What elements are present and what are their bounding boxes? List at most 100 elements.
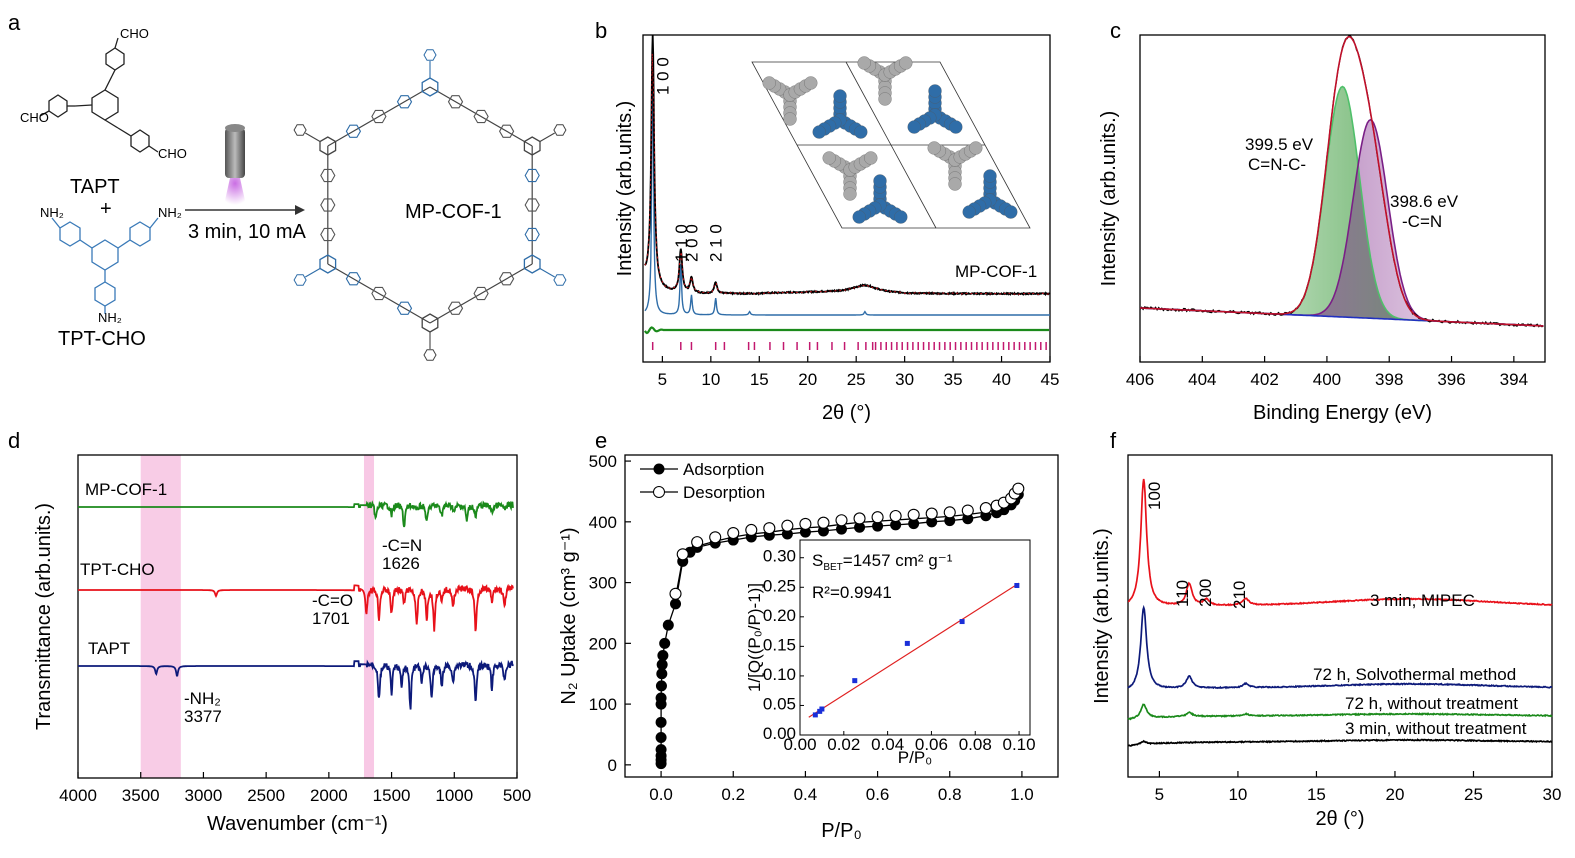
cof-node [421,77,439,97]
atom-sphere [899,56,913,70]
x-tick-label: 406 [1126,370,1154,389]
inset-y-tick-label: 0.10 [763,665,796,684]
y-tick-label: 0 [608,756,617,775]
atom-sphere [948,177,962,191]
desorption-point [835,514,848,527]
desorption-point [799,517,812,530]
y-tick-label: 300 [589,574,617,593]
y-tick-label: 200 [589,634,617,653]
series-MP-COF-1 [78,500,514,528]
plot-frame [77,454,518,779]
x-tick-label: 1000 [435,786,473,805]
adsorption-point [799,526,811,538]
atom-sphere [804,76,818,90]
inset-y-tick-label: 0.25 [763,576,796,595]
desorption-point [943,506,956,519]
mp-cof-1-label: MP-COF-1 [405,201,502,223]
atom-sphere [843,187,857,201]
x-tick-label: 402 [1250,370,1278,389]
nh2-label-3: NH₂ [98,310,122,325]
cof-node [523,254,541,274]
series-difference [644,326,1049,335]
annotation-1701: 1701 [312,609,350,628]
desorption-point [925,507,938,520]
label-mp-cof-1: MP-COF-1 [85,480,167,499]
x-tick-label: 10 [701,370,720,389]
atom-sphere [962,205,976,219]
cho-label-2: CHO [20,110,49,125]
panel-d-ftir: 4000 3500 3000 2500 2000 1500 1000 500 Wavenumbe… [33,454,531,835]
x-tick-label: 396 [1437,370,1465,389]
series-label-1: 72 h, Solvothermal method [1313,665,1516,684]
peak-label-0: 100 [1145,482,1164,510]
series-label-3: 3 min, without treatment [1345,719,1527,738]
atom-sphere [822,151,836,165]
annotation-co: -C=O [312,591,353,610]
y-tick-label: 400 [589,513,617,532]
annotation-cn: -C=N [382,536,422,555]
panel-f-pxrd-compare: 5 10 15 20 25 30 2θ (°) Intensity (arb.units.) 1… [1091,454,1561,830]
legend-desorption: Desorption [683,483,765,502]
x-tick-label: 3500 [122,786,160,805]
series-fit [644,53,1050,295]
cof-ring [524,198,540,212]
cof-ring [524,168,540,183]
x-tick-label: 15 [1307,785,1326,804]
adsorption-point [655,744,667,756]
x-tick-label: 40 [992,370,1011,389]
panel-label-d: d [8,428,20,453]
adsorption-point [662,619,674,631]
cof-ring [447,301,464,315]
annotation-399-ev: 399.5 eV [1245,135,1314,154]
inset-y-tick-label: 0.00 [763,724,796,743]
panel-e-n2-isotherm: 0.0 0.2 0.4 0.6 0.8 1.0 0 100 200 300 400 500 P/P₀ N₂… [558,452,1059,842]
series-TAPT [78,659,514,710]
atom-sphere [894,210,908,224]
panel-a-scheme: CHO CHO CHO TAPT + NH₂ NH₂ NH₂ TPT-CHO [20,26,567,361]
x-tick-label: 25 [1464,785,1483,804]
x-tick-label: 0.6 [866,785,890,804]
y-axis-label: Intensity (arb.units.) [614,101,636,277]
plot-frame [1127,454,1553,778]
arrow-head [295,205,305,215]
tpt-cho-structure [51,217,159,314]
cof-end-ring [423,49,437,61]
cof-ring [345,124,362,138]
series-1 [1127,604,1552,690]
inset-x-label: P/P₀ [898,748,932,767]
cof-arm [539,268,555,278]
cho-label-1: CHO [120,26,149,41]
annotation-398-ev: 398.6 eV [1390,192,1459,211]
series-label-2: 72 h, without treatment [1345,694,1518,713]
adsorption-point [657,649,669,661]
adsorption-point [926,516,938,528]
adsorption-point [659,637,671,649]
y-tick-label: 500 [589,452,617,471]
cof-ring [473,286,489,301]
desorption-point [871,511,884,524]
atom-sphere [783,112,797,126]
component-398-fill [1140,119,1544,326]
atom-sphere [864,151,878,165]
adsorption-point [836,523,847,535]
desorption-point [889,509,902,523]
x-axis-label: Binding Energy (eV) [1253,402,1432,424]
adsorption-point [656,668,668,680]
tube-top [225,124,245,132]
annotation-1626: 1626 [382,554,420,573]
x-tick-label: 20 [1386,785,1405,804]
cof-end-ring [293,124,307,136]
x-axis-label: P/P₀ [821,820,862,842]
x-tick-label: 1500 [373,786,411,805]
legend-marker-des [653,486,665,498]
cof-ring [498,124,515,138]
series-0 [1127,478,1553,607]
series-label: MP-COF-1 [955,262,1037,281]
x-tick-label: 45 [1041,370,1060,389]
plot-frame [642,34,1051,363]
cof-edge [429,263,533,324]
unit-cell-line [845,61,937,229]
cof-end-ring [423,349,437,361]
crystal-structure-inset [751,56,1031,229]
cof-ring [524,227,540,242]
